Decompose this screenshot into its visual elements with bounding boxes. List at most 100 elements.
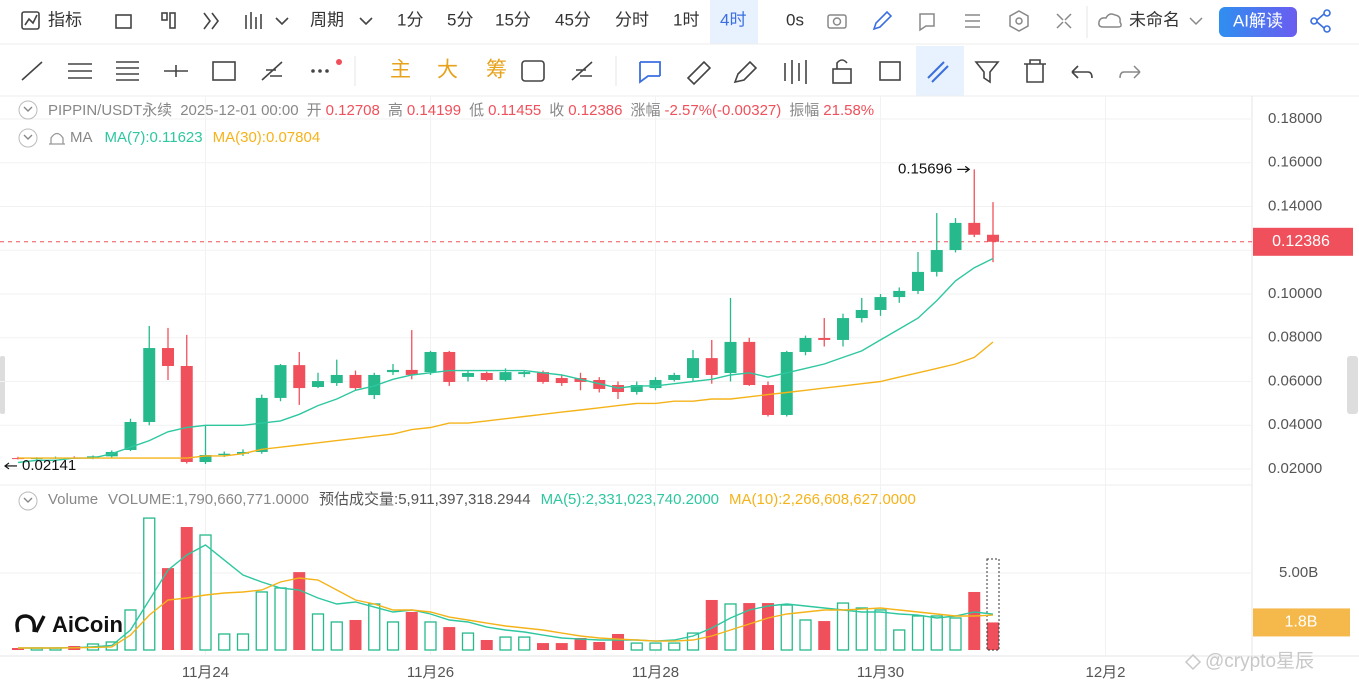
- icon[interactable]: [965, 14, 980, 28]
- share-button[interactable]: [1310, 9, 1331, 33]
- candle-body: [199, 455, 212, 463]
- icon[interactable]: [1024, 59, 1046, 83]
- icon[interactable]: [832, 68, 852, 84]
- icon[interactable]: [974, 61, 1000, 84]
- collapse-ring[interactable]: [18, 491, 38, 511]
- high-marker-head: [964, 165, 971, 173]
- collapse-icon[interactable]: [23, 106, 33, 112]
- indicators-button[interactable]: 指标: [21, 10, 82, 30]
- icon[interactable]: [116, 61, 139, 81]
- low-marker-label: 0.02141: [22, 457, 76, 474]
- volume-tag: [1253, 608, 1350, 637]
- interval-button[interactable]: 1时: [673, 10, 699, 29]
- indicator-shortcut[interactable]: 筹: [486, 59, 507, 82]
- icon[interactable]: [879, 61, 901, 81]
- candle-body: [799, 337, 812, 352]
- period-label: 周期: [310, 10, 344, 29]
- ai-button[interactable]: AI解读: [1219, 7, 1297, 37]
- icon[interactable]: [521, 60, 545, 82]
- collapse-ring[interactable]: [18, 100, 38, 120]
- candle-body: [874, 297, 887, 310]
- stat-label: 涨幅: [631, 102, 661, 119]
- interval-button[interactable]: 4时: [720, 10, 746, 29]
- candle-body: [499, 372, 512, 380]
- collapse-icon[interactable]: [23, 134, 33, 140]
- icon[interactable]: [872, 10, 893, 31]
- interval-button[interactable]: 1分: [397, 10, 423, 29]
- period-button[interactable]: 周期: [310, 10, 373, 29]
- interval-button[interactable]: 45分: [555, 10, 591, 29]
- icon[interactable]: [827, 14, 847, 29]
- volume-bar: [987, 622, 999, 650]
- icon[interactable]: [164, 65, 188, 77]
- icon[interactable]: [1119, 65, 1141, 79]
- icon[interactable]: [261, 61, 283, 81]
- interval-button[interactable]: 15分: [495, 10, 531, 29]
- icon[interactable]: [639, 61, 661, 84]
- icon[interactable]: [919, 13, 935, 32]
- ma-legend: MA(30):0.07804: [213, 129, 321, 146]
- icon: [1098, 13, 1122, 28]
- volume-ma-line: [18, 577, 994, 649]
- icon[interactable]: [1071, 65, 1093, 79]
- stat-value: 0.14199: [407, 102, 461, 119]
- icon[interactable]: [161, 12, 168, 21]
- icon[interactable]: [927, 61, 949, 83]
- drawing-toolbar: 主大筹: [21, 46, 1141, 96]
- layout-button[interactable]: 未命名: [1098, 10, 1203, 29]
- icon[interactable]: [212, 61, 236, 81]
- credit-logo: [1184, 653, 1202, 671]
- volume-bar: [218, 633, 231, 651]
- volume-bar: [724, 603, 737, 651]
- candle-body: [987, 234, 999, 242]
- top-toolbar: 指标 周期 1分 5分 15分 45分 分时 1时 4时 0s 未命名: [0, 0, 1359, 45]
- more-tools[interactable]: [311, 59, 342, 73]
- high-marker-label: 0.15696: [898, 160, 952, 177]
- icon[interactable]: [1009, 10, 1029, 32]
- collapse-icon[interactable]: [23, 497, 33, 503]
- icon: [325, 69, 329, 73]
- indicator-shortcut[interactable]: 主: [390, 59, 411, 82]
- icon[interactable]: [1056, 13, 1072, 29]
- icon[interactable]: [571, 61, 593, 81]
- icon[interactable]: [686, 60, 712, 86]
- icon: [1316, 13, 1325, 29]
- ma-line: [17, 257, 994, 464]
- x-tick-label: 11月24: [182, 664, 229, 681]
- candle-body: [462, 372, 474, 377]
- candle-body: [218, 453, 231, 456]
- volume-bar: [874, 609, 887, 651]
- icon[interactable]: [784, 60, 807, 84]
- icon[interactable]: [68, 63, 92, 79]
- volume-bar: [649, 642, 662, 651]
- indicators-label: 指标: [48, 10, 82, 29]
- stat-label: 低: [469, 102, 484, 119]
- icon[interactable]: [245, 12, 262, 29]
- stat-label: 振幅: [789, 102, 819, 119]
- last-price-tag: [1253, 227, 1353, 256]
- icon: [1323, 9, 1331, 17]
- interval-button[interactable]: 分时: [615, 10, 649, 29]
- candle-body: [124, 421, 137, 450]
- scroll-handle-left[interactable]: [0, 356, 5, 414]
- volume-bar: [893, 629, 906, 651]
- stat-value: 0.11455: [488, 102, 541, 119]
- icon[interactable]: [733, 60, 758, 84]
- scroll-handle-right[interactable]: [1347, 356, 1358, 414]
- interval-button[interactable]: 5分: [447, 10, 473, 29]
- volume-tag-label: 1.8B: [1285, 614, 1318, 631]
- icon[interactable]: [21, 61, 43, 81]
- collapse-ring[interactable]: [18, 128, 38, 148]
- icon[interactable]: [115, 14, 132, 29]
- active-tool-bg: [916, 46, 964, 96]
- chevron[interactable]: [275, 17, 289, 26]
- ai-button-label: AI解读: [1233, 11, 1283, 30]
- icon: [836, 59, 848, 69]
- candle-body: [968, 222, 981, 235]
- stat-label: 收: [549, 102, 564, 119]
- indicator-shortcut[interactable]: 大: [437, 59, 458, 82]
- icon[interactable]: [203, 12, 219, 30]
- alert-icon[interactable]: [49, 132, 65, 145]
- candle-body: [855, 309, 868, 319]
- volume-bar: [911, 615, 925, 651]
